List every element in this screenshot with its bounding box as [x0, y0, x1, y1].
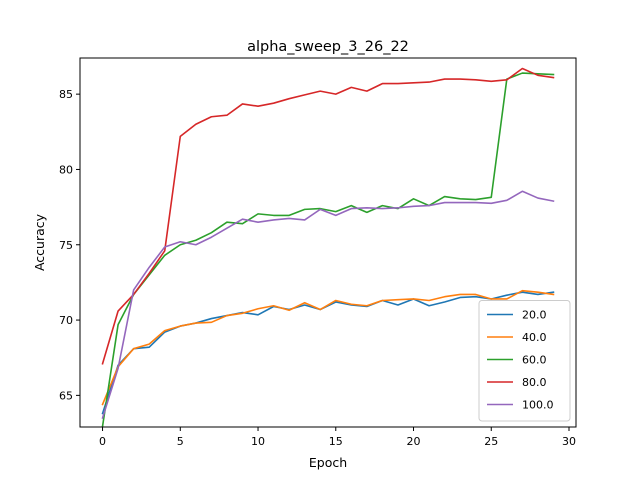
y-tick-label: 80	[59, 163, 73, 176]
x-tick-label: 5	[177, 435, 184, 448]
x-axis-ticks: 0 5 10 15 20 25 30	[99, 427, 576, 448]
plot-lines	[101, 67, 555, 428]
x-axis-label: Epoch	[309, 455, 347, 470]
series-line-100.0	[101, 190, 555, 419]
x-tick-label: 30	[562, 435, 576, 448]
y-tick-label: 70	[59, 314, 73, 327]
y-tick-label: 65	[59, 389, 73, 402]
legend-label: 80.0	[522, 376, 547, 389]
y-axis-ticks: 65 70 75 80 85	[59, 88, 80, 402]
legend-box	[478, 300, 571, 422]
series-line-40.0	[101, 289, 555, 406]
y-axis-label: Accuracy	[32, 213, 47, 271]
legend-label: 100.0	[522, 399, 554, 412]
y-tick-label: 75	[59, 239, 73, 252]
x-tick-label: 0	[99, 435, 106, 448]
x-tick-label: 25	[484, 435, 498, 448]
chart-title: alpha_sweep_3_26_22	[247, 39, 409, 55]
x-tick-label: 10	[251, 435, 265, 448]
series-line-80.0	[101, 67, 555, 365]
legend: 20.0 40.0 60.0 80.0 100.0	[478, 300, 571, 422]
legend-label: 60.0	[522, 354, 547, 367]
x-tick-label: 15	[329, 435, 343, 448]
y-tick-label: 85	[59, 88, 73, 101]
series-line-60.0	[101, 72, 555, 428]
axes-frame	[79, 57, 577, 428]
legend-label: 40.0	[522, 331, 547, 344]
x-tick-label: 20	[407, 435, 421, 448]
legend-label: 20.0	[522, 309, 547, 322]
